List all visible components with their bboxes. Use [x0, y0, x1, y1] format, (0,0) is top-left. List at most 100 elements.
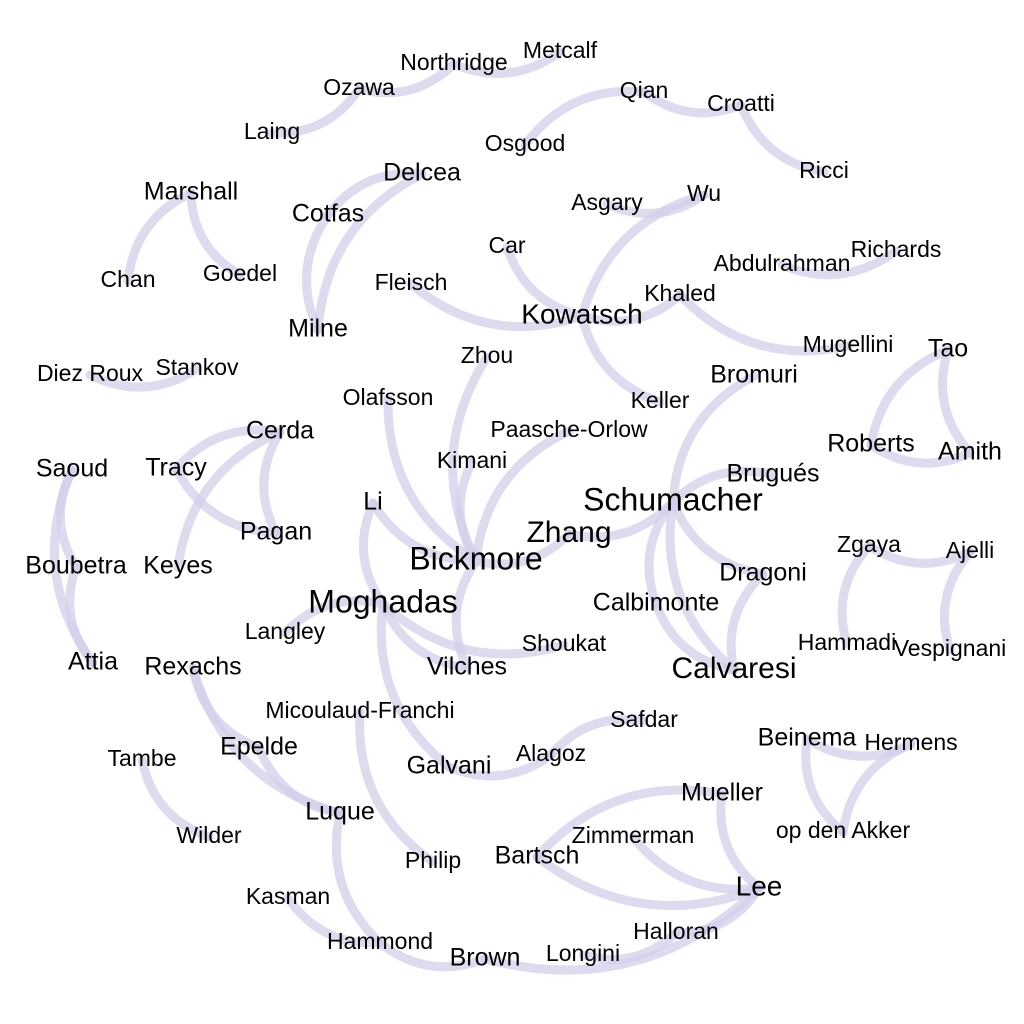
- edge-kimani-bickmore: [455, 457, 481, 566]
- edge-calbimonte-calvaresi: [651, 599, 739, 675]
- edge-safdar-alagoz: [546, 714, 649, 760]
- edge-micoulaud-philip: [355, 707, 438, 867]
- node-label-kimani: Kimani: [437, 447, 507, 473]
- node-label-paaschoorlow: Paasche-Orlow: [490, 416, 648, 442]
- edge-li-moghadas: [359, 498, 388, 609]
- node-label-bickmore: Bickmore: [409, 540, 542, 576]
- node-label-shoukat: Shoukat: [522, 630, 607, 656]
- node-label-attia: Attia: [68, 648, 118, 676]
- edge-laing-ozawa: [267, 84, 364, 138]
- node-label-hammadi: Hammadi: [798, 629, 896, 655]
- edge-ozawa-northridge: [354, 59, 459, 98]
- edge-hammond-brown: [375, 938, 490, 972]
- edge-wu-kowatsch: [577, 190, 709, 321]
- edge-schumacher-calvaresi: [665, 497, 739, 675]
- edge-olafsson-bickmore: [383, 394, 481, 566]
- node-label-galvani: Galvani: [407, 752, 492, 780]
- node-label-alagoz: Alagoz: [516, 740, 586, 766]
- node-label-abdulrahman: Abdulrahman: [714, 250, 851, 276]
- node-label-wu: Wu: [687, 180, 721, 206]
- edge-ajelli-vespignani: [940, 547, 975, 655]
- edge-hermens-opdenakker: [838, 739, 916, 837]
- node-label-mueller: Mueller: [681, 779, 763, 807]
- node-label-chan: Chan: [101, 266, 156, 292]
- node-label-hammond: Hammond: [327, 928, 433, 954]
- edge-galvani-alagoz: [444, 750, 556, 781]
- edge-kasman-hammond: [283, 893, 385, 948]
- node-label-goedel: Goedel: [203, 260, 277, 286]
- edge-halloran-lee: [671, 883, 764, 938]
- node-label-ricci: Ricci: [799, 157, 849, 183]
- node-label-car: Car: [488, 232, 525, 258]
- edge-zgaya-hammadi: [837, 541, 874, 649]
- node-label-marshall: Marshall: [144, 178, 238, 206]
- node-label-vespignani: Vespignani: [894, 635, 1007, 661]
- node-label-cerda: Cerda: [246, 417, 314, 445]
- node-label-micoulaud: Micoulaud-Franchi: [265, 697, 454, 723]
- node-label-zgaya: Zgaya: [837, 531, 901, 557]
- edge-schumacher-dragoni: [668, 497, 768, 579]
- node-label-rexachs: Rexachs: [144, 653, 241, 681]
- edge-tracy-pagan: [171, 464, 281, 538]
- node-label-qian: Qian: [620, 77, 669, 103]
- node-label-safdar: Safdar: [610, 706, 678, 732]
- edge-tao-amith: [938, 345, 975, 458]
- node-label-longini: Longini: [546, 940, 620, 966]
- edge-cerda-tracy: [171, 425, 285, 474]
- node-label-osgood: Osgood: [485, 130, 566, 156]
- edge-beinema-opdenakker: [801, 734, 848, 837]
- node-label-bromuri: Bromuri: [710, 361, 798, 389]
- node-label-opdenakker: op den Akker: [776, 817, 911, 843]
- node-label-li: Li: [363, 488, 382, 516]
- node-label-calbimonte: Calbimonte: [593, 589, 719, 617]
- node-label-tambe: Tambe: [107, 745, 176, 771]
- edges-layer: [49, 47, 975, 975]
- edge-boubetra-attia: [65, 562, 98, 668]
- node-label-roberts: Roberts: [827, 430, 915, 458]
- node-label-zimmerman: Zimmerman: [572, 822, 695, 848]
- node-label-lee: Lee: [736, 870, 783, 901]
- node-label-keller: Keller: [631, 387, 690, 413]
- edge-croatti-ricci: [736, 100, 829, 177]
- node-label-halloran: Halloran: [633, 918, 719, 944]
- node-label-hermens: Hermens: [864, 729, 957, 755]
- node-label-luque: Luque: [305, 798, 375, 826]
- node-label-ajelli: Ajelli: [946, 537, 995, 563]
- edge-delcea-milne: [313, 169, 427, 335]
- edge-zimmerman-lee: [628, 832, 764, 894]
- node-label-moghadas: Moghadas: [308, 583, 457, 619]
- edge-kowatsch-keller: [577, 311, 665, 407]
- edge-bromuri-schumacher: [668, 371, 759, 507]
- edge-tambe-wilder: [137, 755, 214, 842]
- node-label-bartsch: Bartsch: [495, 842, 580, 870]
- node-label-calvaresi: Calvaresi: [671, 652, 796, 685]
- edge-cotfas-milne: [302, 210, 333, 335]
- edge-cerda-keyes: [173, 427, 285, 572]
- node-label-philip: Philip: [405, 847, 461, 873]
- edge-fleisch-kowatsch: [406, 279, 587, 332]
- edge-paaschoorlow-bickmore: [471, 426, 574, 566]
- node-label-tao: Tao: [928, 335, 968, 363]
- node-label-milne: Milne: [288, 315, 348, 343]
- edge-mueller-bartsch: [532, 785, 727, 862]
- node-label-richards: Richards: [851, 236, 942, 262]
- edge-zhang-schumacher: [564, 497, 678, 542]
- node-label-schumacher: Schumacher: [583, 481, 763, 517]
- node-label-wilder: Wilder: [176, 822, 242, 848]
- node-label-metcalf: Metcalf: [523, 37, 598, 63]
- node-label-diezroux: Diez Roux: [37, 360, 144, 386]
- node-label-cotfas: Cotfas: [292, 200, 364, 228]
- edge-marshall-goedel: [186, 188, 245, 280]
- node-label-olafsson: Olafsson: [343, 384, 434, 410]
- edge-car-kowatsch: [502, 242, 587, 321]
- edge-bickmore-zhang: [471, 529, 574, 569]
- edge-cerda-pagan: [259, 427, 285, 538]
- edge-mueller-lee: [716, 789, 764, 893]
- node-label-ozawa: Ozawa: [323, 74, 395, 100]
- node-label-zhou: Zhou: [461, 342, 513, 368]
- edge-qian-croatti: [639, 87, 746, 118]
- node-label-langley: Langley: [245, 618, 326, 644]
- node-label-khaled: Khaled: [644, 280, 716, 306]
- node-label-kasman: Kasman: [246, 883, 330, 909]
- node-label-pagan: Pagan: [240, 518, 312, 546]
